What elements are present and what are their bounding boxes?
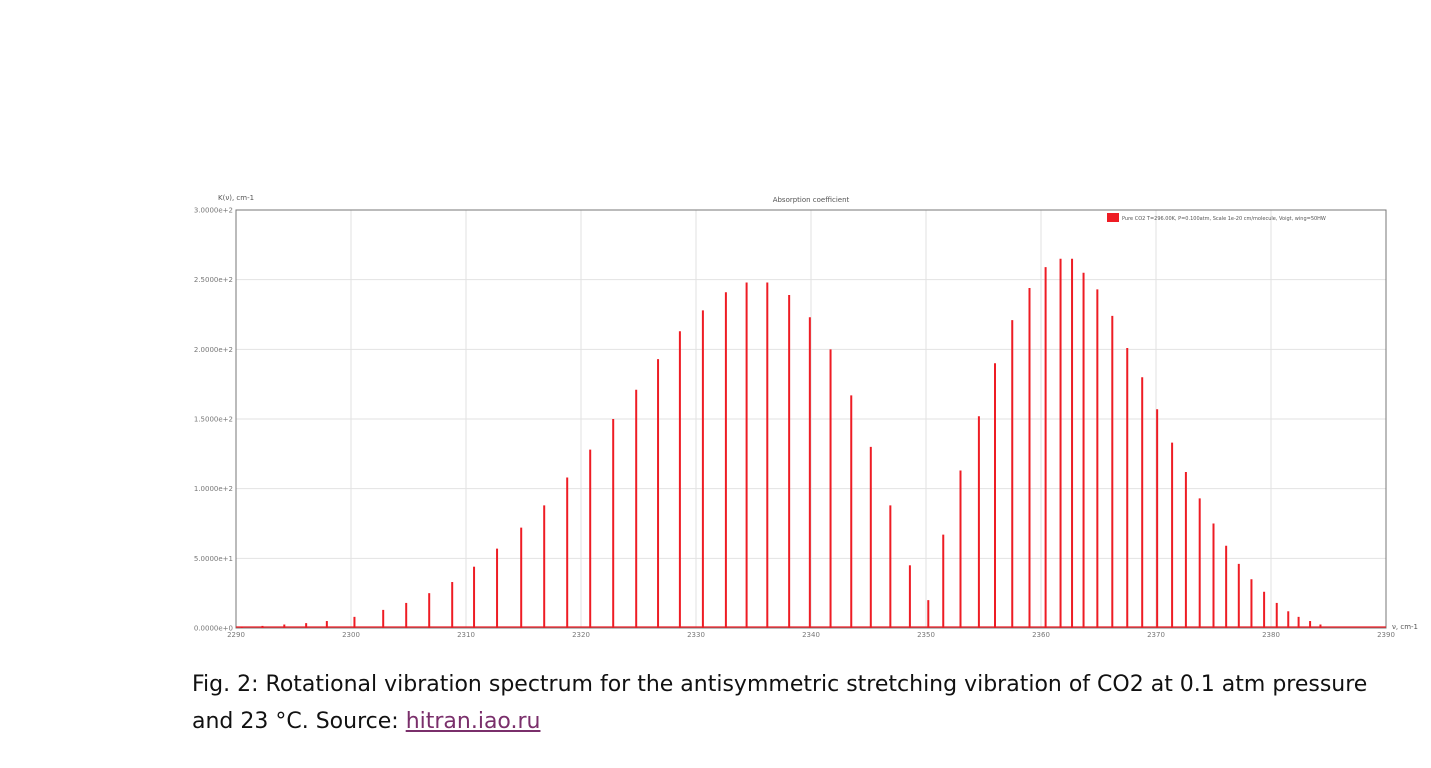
spectrum-series [236,258,1386,628]
grid [236,210,1386,628]
legend-label: Pure CO2 T=296.00K, P=0.100atm, Scale 1e… [1122,216,1326,222]
x-tick-label: 2310 [457,631,475,639]
x-tick-label: 2320 [572,631,590,639]
x-tick-label: 2370 [1147,631,1165,639]
source-link[interactable]: hitran.iao.ru [405,709,541,734]
chart-title: Absorption coefficient [773,196,850,204]
x-axis-label: ν, cm-1 [1392,623,1418,631]
x-tick-label: 2290 [227,631,245,639]
x-tick-label: 2300 [342,631,360,639]
tick-labels: 2290 2300 2310 2320 2330 2340 2350 2360 2370 2380… [194,207,1395,640]
y-tick-label: 2.5000e+2 [194,276,233,284]
plot-frame [235,209,1387,629]
x-tick-label: 2340 [802,631,820,639]
x-tick-label: 2390 [1377,631,1395,639]
y-tick-label: 1.5000e+2 [194,416,233,424]
x-tick-label: 2350 [917,631,935,639]
x-tick-label: 2380 [1262,631,1280,639]
legend: Pure CO2 T=296.00K, P=0.100atm, Scale 1e… [1107,213,1326,222]
caption-text: Fig. 2: Rotational vibration spectrum fo… [192,672,1368,734]
x-tick-label: 2360 [1032,631,1050,639]
y-tick-label: 2.0000e+2 [194,346,233,354]
figure-caption: Fig. 2: Rotational vibration spectrum fo… [192,666,1412,740]
y-tick-label: 5.0000e+1 [194,555,233,563]
y-tick-label: 3.0000e+2 [194,207,233,215]
x-tick-label: 2330 [687,631,705,639]
legend-swatch [1107,213,1119,222]
y-tick-label: 1.0000e+2 [194,485,233,493]
y-tick-label: 0.0000e+0 [194,625,233,633]
y-axis-label: K(ν), cm-1 [218,194,254,202]
